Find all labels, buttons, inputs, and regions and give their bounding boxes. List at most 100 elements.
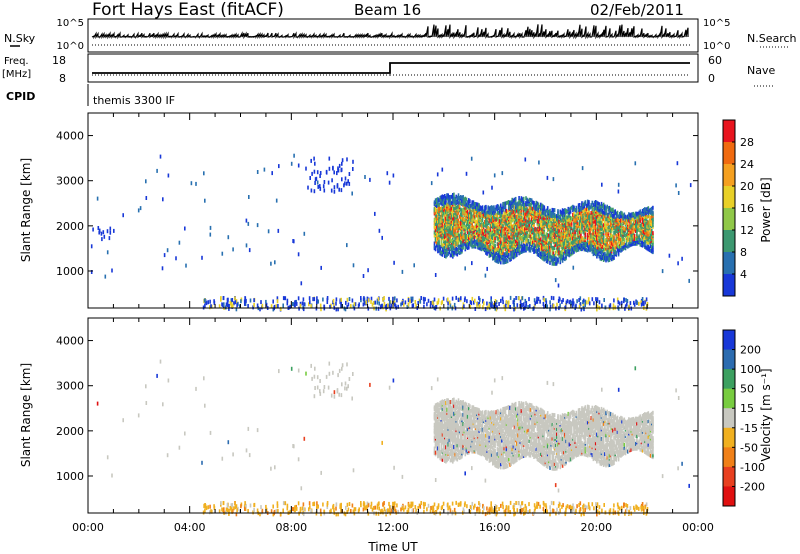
- echo-cell: [451, 296, 454, 301]
- nave-label: Nave: [747, 64, 775, 77]
- echo-cell: [484, 237, 486, 242]
- echo-cell: [485, 244, 487, 249]
- echo-cell: [348, 297, 351, 301]
- echo-cell: [452, 226, 454, 231]
- echo-cell: [455, 235, 457, 240]
- echo-cell: [100, 231, 103, 236]
- echo-cell: [449, 234, 452, 239]
- echo-cell: [438, 202, 440, 207]
- echo-cell: [253, 298, 255, 303]
- echo-cell: [485, 223, 487, 228]
- echo-cell: [486, 301, 488, 306]
- echo-cell: [392, 173, 395, 178]
- echo-cell: [466, 227, 469, 232]
- echo-cell: [444, 254, 446, 258]
- echo-cell: [489, 231, 492, 236]
- nave-tick-top: 60: [708, 54, 722, 67]
- echo-cell: [492, 206, 494, 211]
- cpid-text: themis 3300 IF: [93, 94, 175, 107]
- echo-cell: [450, 239, 453, 244]
- echo-cell: [442, 199, 445, 204]
- echo-cell: [434, 222, 437, 226]
- echo-cell: [270, 261, 272, 266]
- echo-cell: [433, 217, 436, 222]
- echo-cell: [310, 188, 313, 193]
- echo-cell: [437, 300, 440, 305]
- echo-cell: [223, 302, 225, 307]
- echo-cell: [461, 195, 463, 200]
- echo-cell: [441, 227, 444, 232]
- echo-cell: [297, 252, 300, 257]
- echo-cell: [478, 230, 480, 235]
- echo-cell: [552, 296, 555, 301]
- echo-cell: [487, 248, 489, 252]
- echo-cell: [486, 234, 488, 239]
- echo-cell: [492, 240, 494, 245]
- echo-cell: [455, 226, 457, 231]
- echo-cell: [455, 250, 457, 254]
- echo-cell: [300, 281, 303, 286]
- echo-cell: [487, 213, 489, 218]
- echo-cell: [436, 237, 438, 242]
- echo-cell: [309, 300, 311, 305]
- echo-cell: [434, 236, 437, 241]
- echo-cell: [378, 301, 380, 306]
- echo-cell: [348, 172, 351, 176]
- echo-cell: [469, 227, 471, 232]
- echo-cell: [598, 300, 601, 305]
- echo-cell: [439, 219, 441, 224]
- echo-cell: [204, 298, 206, 303]
- echo-cell: [484, 205, 486, 210]
- echo-cell: [104, 274, 107, 279]
- echo-cell: [455, 199, 457, 204]
- echo-cell: [445, 205, 447, 210]
- echo-cell: [458, 236, 461, 241]
- echo-cell: [546, 175, 549, 180]
- echo-cell: [501, 296, 504, 301]
- echo-cell: [209, 232, 212, 237]
- echo-cell: [276, 299, 279, 304]
- echo-cell: [478, 238, 480, 242]
- echo-cell: [440, 195, 443, 200]
- echo-cell: [447, 251, 449, 256]
- echo-cell: [234, 296, 236, 301]
- echo-cell: [587, 297, 590, 302]
- echo-cell: [204, 303, 206, 308]
- echo-cell: [482, 305, 484, 310]
- echo-cell: [90, 244, 93, 249]
- echo-cell: [681, 256, 683, 261]
- echo-cell: [518, 296, 520, 301]
- echo-cell: [277, 228, 280, 233]
- echo-cell: [447, 199, 449, 204]
- echo-cell: [436, 224, 438, 229]
- echo-cell: [466, 209, 469, 214]
- echo-cell: [462, 220, 464, 225]
- echo-cell: [489, 224, 492, 229]
- echo-cell: [638, 301, 640, 306]
- echo-cell: [446, 210, 448, 215]
- echo-cell: [367, 268, 369, 273]
- echo-cell: [469, 213, 471, 218]
- echo-cell: [458, 221, 461, 225]
- echo-cell: [441, 167, 444, 172]
- echo-cell: [493, 249, 495, 254]
- echo-cell: [448, 247, 451, 252]
- echo-cell: [103, 234, 106, 239]
- echo-cell: [331, 178, 333, 183]
- echo-cell: [461, 232, 463, 237]
- echo-cell: [440, 239, 443, 244]
- echo-cell: [490, 299, 492, 304]
- echo-cell: [185, 263, 187, 268]
- echo-cell: [626, 302, 628, 307]
- echo-cell: [437, 208, 439, 213]
- echo-cell: [317, 184, 319, 189]
- echo-cell: [387, 303, 389, 308]
- echo-cell: [549, 300, 551, 305]
- echo-cell: [437, 200, 439, 205]
- echo-cell: [465, 243, 468, 248]
- echo-cell: [314, 177, 317, 182]
- echo-cell: [323, 180, 326, 184]
- echo-cell: [502, 300, 504, 305]
- echo-cell: [436, 243, 438, 248]
- echo-cell: [457, 236, 460, 240]
